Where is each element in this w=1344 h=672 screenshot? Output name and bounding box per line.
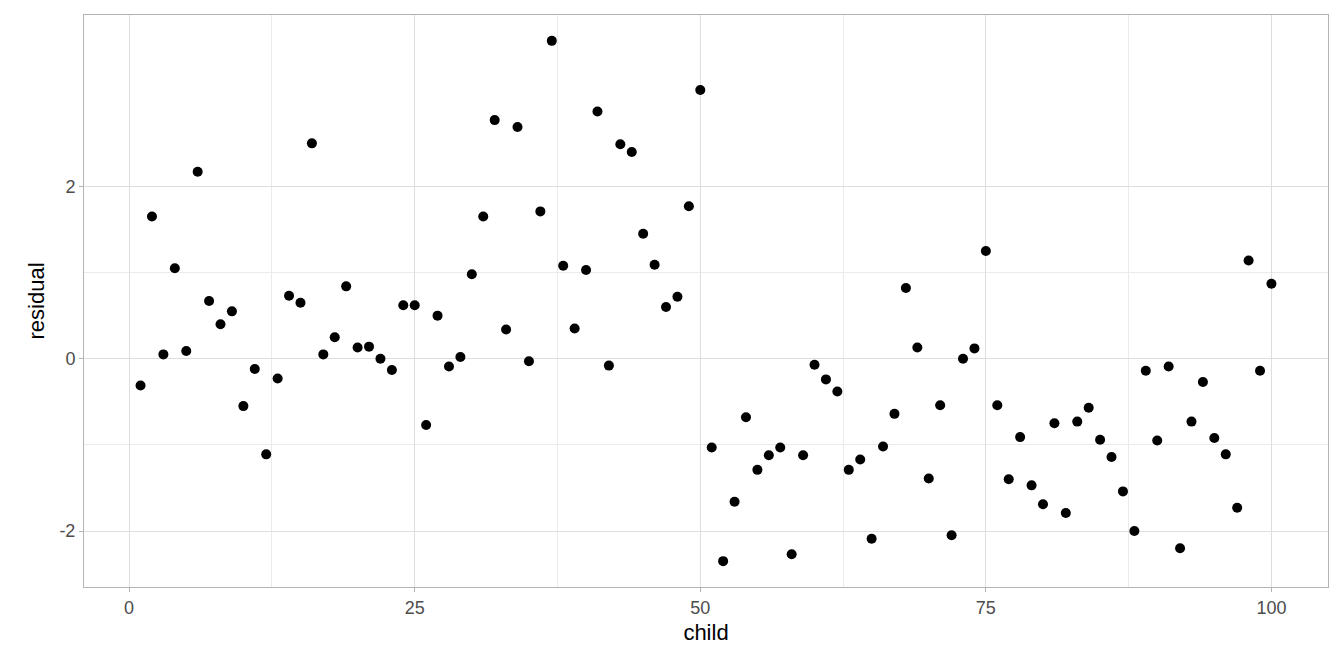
svg-text:75: 75 (976, 598, 996, 618)
svg-text:25: 25 (405, 598, 425, 618)
svg-text:residual: residual (24, 262, 49, 339)
svg-text:0: 0 (124, 598, 134, 618)
svg-text:50: 50 (690, 598, 710, 618)
svg-text:2: 2 (65, 177, 75, 197)
svg-text:100: 100 (1256, 598, 1286, 618)
svg-text:child: child (683, 620, 728, 645)
svg-text:-2: -2 (59, 521, 75, 541)
svg-text:0: 0 (65, 349, 75, 369)
